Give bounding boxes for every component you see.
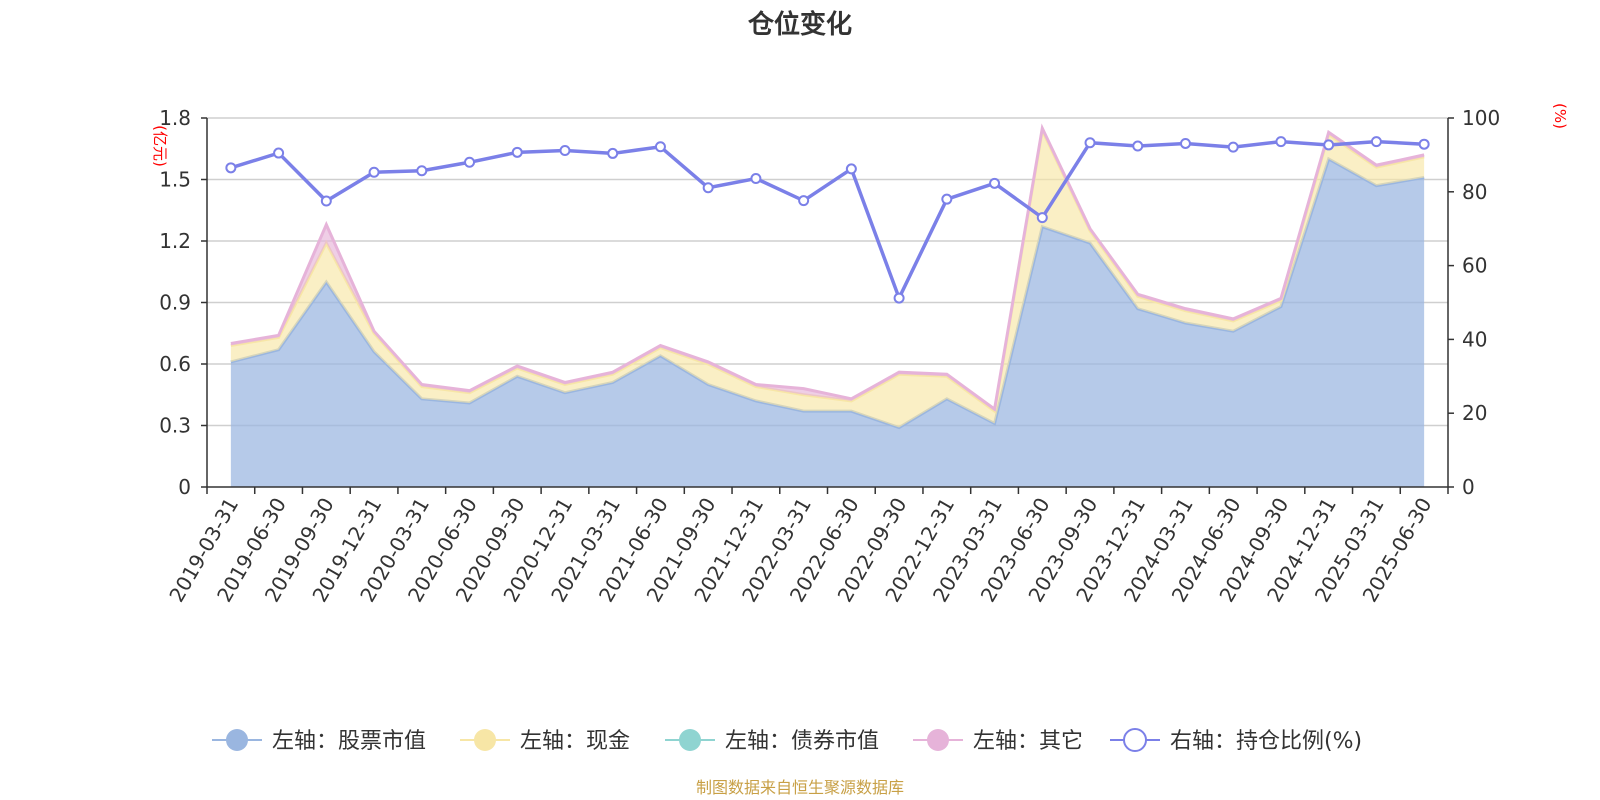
legend-marker xyxy=(927,729,949,751)
legend-marker xyxy=(1123,728,1147,752)
ratio-line xyxy=(230,139,1425,303)
legend: 左轴：股票市值 左轴：现金 左轴：债券市值 左轴：其它 右轴：持仓比例(%) xyxy=(212,728,1362,754)
area-0 xyxy=(230,159,1425,487)
source-note: 制图数据来自恒生聚源数据库 xyxy=(696,778,904,797)
ratio-point xyxy=(845,163,857,175)
ratio-point xyxy=(559,144,571,156)
legend-marker xyxy=(679,729,701,751)
legend-label: 左轴：现金 xyxy=(520,729,630,754)
left-axis-tick-label: 1.5 xyxy=(159,168,191,192)
ratio-point xyxy=(941,193,953,205)
ratio-point xyxy=(750,173,762,185)
left-axis-tick-label: 0.3 xyxy=(159,414,191,438)
ratio-point xyxy=(511,146,523,158)
ratio-point xyxy=(320,195,332,207)
ratio-point xyxy=(416,165,428,177)
ratio-point xyxy=(368,166,380,178)
ratio-line-series xyxy=(225,136,1430,304)
legend-marker xyxy=(226,729,248,751)
left-axis-tick-label: 0 xyxy=(178,475,191,499)
ratio-point xyxy=(989,177,1001,189)
ratio-point xyxy=(1036,212,1048,224)
ratio-point xyxy=(464,156,476,168)
ratio-point xyxy=(1227,141,1239,153)
left-axis-unit: (亿元) xyxy=(151,125,169,167)
ratio-point xyxy=(273,147,285,159)
ratio-point xyxy=(702,182,714,194)
chart-title: 仓位变化 xyxy=(747,9,852,40)
ratio-point xyxy=(798,195,810,207)
legend-marker xyxy=(474,729,496,751)
left-axis-tick-label: 0.6 xyxy=(159,352,191,376)
ratio-point xyxy=(1323,139,1335,151)
left-axis-tick-label: 0.9 xyxy=(159,291,191,315)
right-axis-tick-label: 0 xyxy=(1462,475,1475,499)
area-series xyxy=(230,123,1425,487)
right-axis-tick-label: 80 xyxy=(1462,180,1487,204)
legend-label: 右轴：持仓比例(%) xyxy=(1170,729,1362,754)
ratio-point xyxy=(1132,140,1144,152)
ratio-point xyxy=(1275,136,1287,148)
ratio-point xyxy=(1179,137,1191,149)
right-axis-tick-label: 20 xyxy=(1462,401,1487,425)
ratio-point xyxy=(1418,138,1430,150)
ratio-point xyxy=(1370,136,1382,148)
right-axis-tick-label: 60 xyxy=(1462,254,1487,278)
right-axis-unit: (%) xyxy=(1551,103,1569,129)
ratio-point xyxy=(225,162,237,174)
ratio-point xyxy=(654,141,666,153)
left-axis-tick-label: 1.2 xyxy=(159,229,191,253)
right-axis-tick-label: 40 xyxy=(1462,327,1487,351)
legend-label: 左轴：其它 xyxy=(973,729,1083,754)
legend-label: 左轴：股票市值 xyxy=(272,729,426,754)
right-axis-tick-label: 100 xyxy=(1462,106,1500,130)
ratio-point xyxy=(607,147,619,159)
ratio-point xyxy=(1084,137,1096,149)
ratio-point xyxy=(893,292,905,304)
legend-label: 左轴：债券市值 xyxy=(725,729,879,754)
area-line-3 xyxy=(230,123,1425,412)
area-line-1 xyxy=(230,125,1425,414)
left-axis-tick-label: 1.8 xyxy=(159,106,191,130)
